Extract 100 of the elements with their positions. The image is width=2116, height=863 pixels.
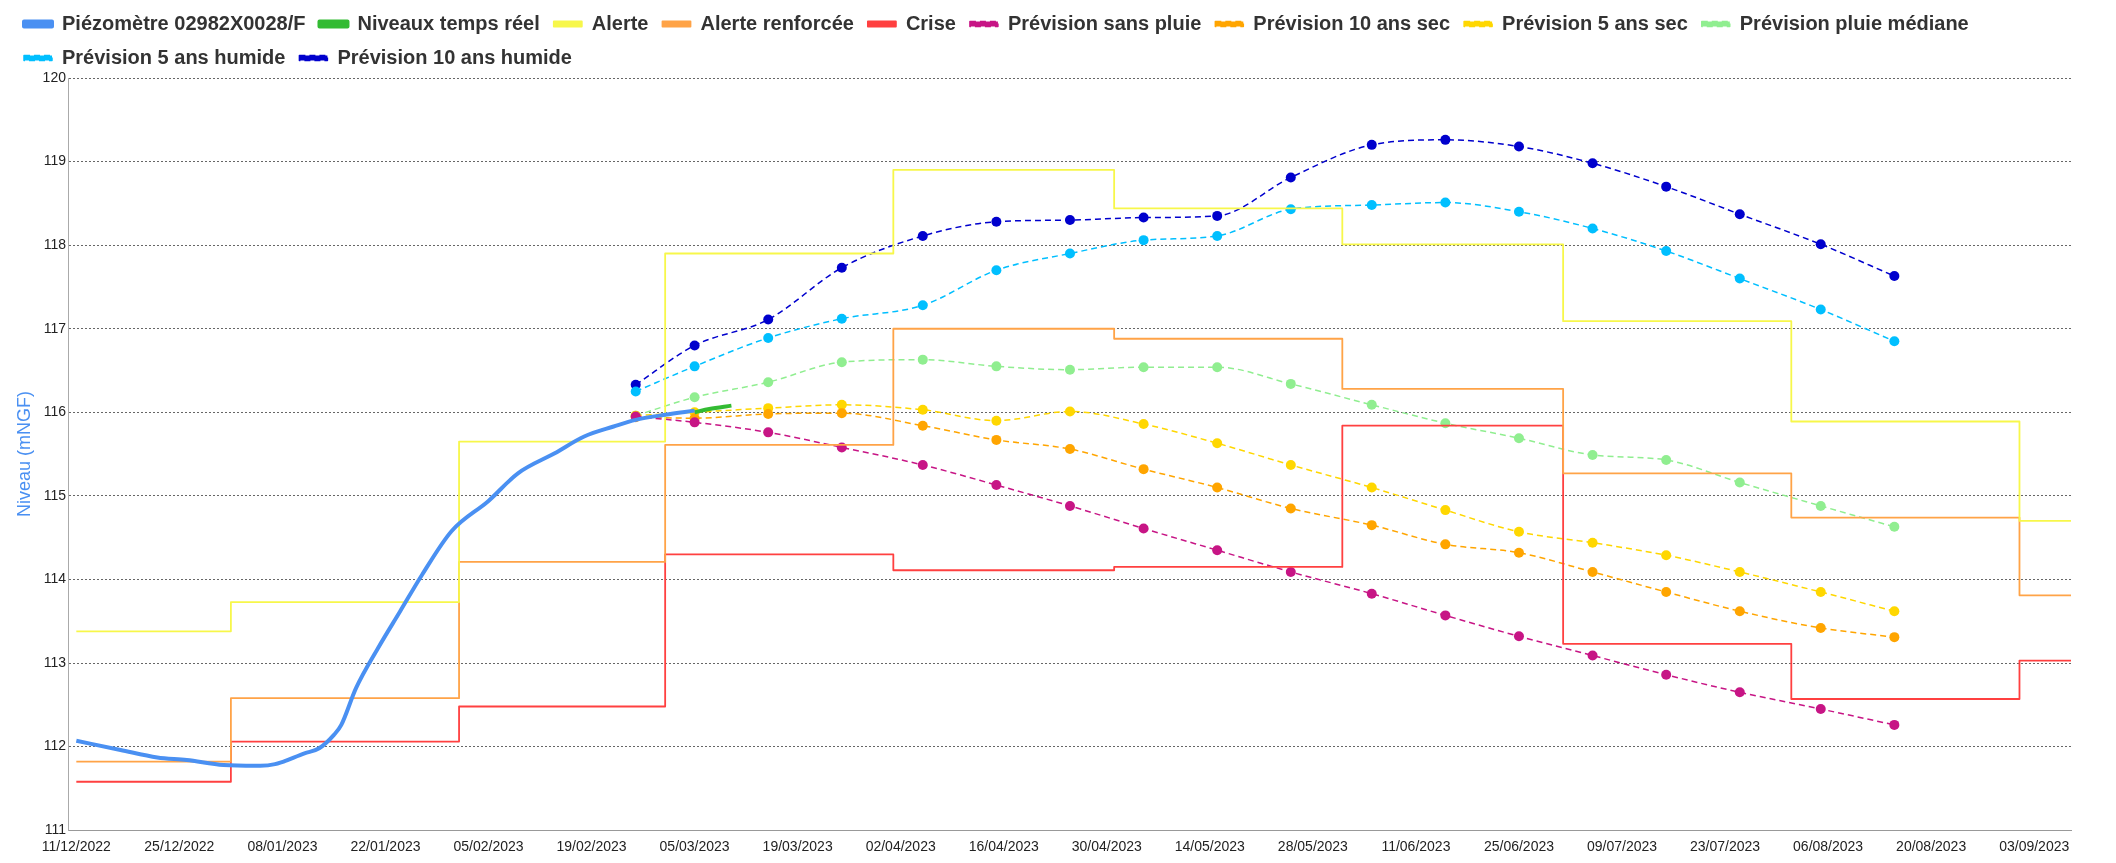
point bbox=[1587, 566, 1598, 577]
point bbox=[836, 313, 847, 324]
point bbox=[1366, 482, 1377, 493]
point bbox=[1138, 523, 1149, 534]
point bbox=[1513, 433, 1524, 444]
point bbox=[917, 230, 928, 241]
x-tick-label: 03/09/2023 bbox=[1999, 838, 2070, 855]
point bbox=[1212, 545, 1223, 556]
point bbox=[1285, 566, 1296, 577]
point bbox=[1889, 719, 1900, 730]
point bbox=[763, 332, 774, 343]
point bbox=[1285, 503, 1296, 514]
point bbox=[1661, 454, 1672, 465]
legend-label: Prévision sans pluie bbox=[1007, 11, 1202, 34]
point bbox=[1064, 444, 1075, 455]
point bbox=[1138, 464, 1149, 475]
x-tick-label: 06/08/2023 bbox=[1793, 838, 1864, 855]
point bbox=[1734, 477, 1745, 488]
point bbox=[1587, 537, 1598, 548]
point bbox=[1734, 273, 1745, 284]
point bbox=[1734, 687, 1745, 698]
point bbox=[1513, 526, 1524, 537]
point bbox=[1285, 172, 1296, 183]
point bbox=[917, 300, 928, 311]
point bbox=[1889, 606, 1900, 617]
point bbox=[1138, 362, 1149, 373]
point bbox=[991, 216, 1002, 227]
point bbox=[991, 361, 1002, 372]
y-tick-label: 116 bbox=[43, 403, 67, 420]
y-tick-label: 114 bbox=[43, 570, 67, 587]
point bbox=[1513, 631, 1524, 642]
point bbox=[836, 262, 847, 273]
legend-label: Crise bbox=[905, 11, 956, 34]
x-tick-label: 20/08/2023 bbox=[1896, 838, 1967, 855]
point bbox=[1815, 622, 1826, 633]
y-tick-label: 112 bbox=[43, 737, 67, 754]
legend-label: Niveaux temps réel bbox=[357, 11, 540, 34]
point bbox=[1734, 209, 1745, 220]
point bbox=[763, 427, 774, 438]
y-tick-label: 115 bbox=[43, 486, 67, 503]
x-tick-label: 05/03/2023 bbox=[659, 838, 730, 855]
legend-label: Prévision 5 ans humide bbox=[62, 45, 286, 68]
point bbox=[1285, 459, 1296, 470]
point bbox=[1815, 587, 1826, 597]
point bbox=[1064, 500, 1075, 511]
point bbox=[836, 357, 847, 368]
point bbox=[917, 354, 928, 365]
point bbox=[991, 434, 1002, 445]
point bbox=[1138, 235, 1149, 246]
point bbox=[1513, 547, 1524, 558]
point bbox=[991, 415, 1002, 426]
x-tick-label: 22/01/2023 bbox=[350, 838, 421, 855]
point bbox=[1366, 520, 1377, 531]
x-tick-label: 05/02/2023 bbox=[453, 838, 524, 855]
point bbox=[1815, 239, 1826, 250]
point bbox=[689, 340, 700, 351]
x-tick-label: 28/05/2023 bbox=[1277, 838, 1349, 855]
point bbox=[1064, 364, 1075, 375]
point bbox=[991, 265, 1002, 276]
point bbox=[1212, 210, 1223, 221]
point bbox=[689, 361, 700, 372]
x-tick-label: 16/04/2023 bbox=[968, 838, 1039, 855]
legend-label: Alerte bbox=[591, 11, 649, 34]
point bbox=[630, 386, 641, 397]
point bbox=[1889, 632, 1900, 643]
y-tick-label: 120 bbox=[42, 68, 67, 85]
point bbox=[763, 314, 774, 325]
x-tick-label: 02/04/2023 bbox=[865, 838, 936, 855]
point bbox=[1212, 482, 1223, 493]
x-tick-label: 11/06/2023 bbox=[1381, 838, 1451, 855]
point bbox=[1587, 449, 1598, 460]
point bbox=[1285, 378, 1296, 389]
point bbox=[1815, 704, 1826, 715]
point bbox=[1440, 197, 1451, 208]
point bbox=[1889, 521, 1900, 532]
point bbox=[1212, 438, 1223, 449]
y-axis-title: Niveau (mNGF) bbox=[13, 391, 34, 518]
point bbox=[1889, 336, 1900, 347]
legend-label: Piézomètre 02982X0028/F bbox=[62, 11, 306, 34]
point bbox=[1661, 246, 1672, 257]
point bbox=[917, 420, 928, 431]
point bbox=[1889, 271, 1900, 282]
point bbox=[1366, 139, 1377, 150]
legend-label: Prévision 10 ans humide bbox=[337, 45, 572, 68]
point bbox=[1138, 419, 1149, 430]
legend-label: Alerte renforcée bbox=[700, 11, 854, 34]
y-tick-label: 119 bbox=[43, 152, 67, 169]
point bbox=[689, 417, 700, 428]
point bbox=[1212, 362, 1223, 373]
x-tick-label: 11/12/2022 bbox=[41, 838, 112, 855]
point bbox=[1212, 230, 1223, 241]
point bbox=[1734, 606, 1745, 617]
point bbox=[917, 459, 928, 470]
point bbox=[1366, 200, 1377, 211]
x-tick-label: 25/12/2022 bbox=[144, 838, 215, 855]
point bbox=[1661, 669, 1672, 680]
x-tick-label: 19/03/2023 bbox=[762, 838, 833, 855]
y-tick-label: 113 bbox=[43, 653, 67, 670]
point bbox=[1661, 550, 1672, 561]
point bbox=[1587, 223, 1598, 234]
